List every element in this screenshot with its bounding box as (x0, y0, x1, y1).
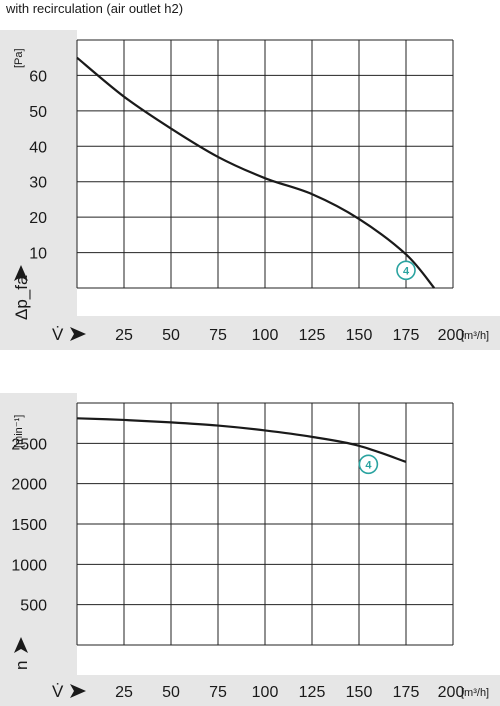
y-tick-label: 1000 (11, 557, 47, 574)
pressure-chart: 10 20 30 40 50 60 25 50 75 100 125 150 175 200[m³/h] V… (0, 30, 500, 350)
x-tick-label: 150 (346, 684, 373, 701)
y-unit-label: [min⁻¹] (13, 415, 25, 448)
y-tick-label: 500 (20, 598, 47, 615)
series-marker-label: 4 (403, 265, 410, 277)
y-axis-arrow-icon (14, 265, 28, 281)
y-tick-label: 2000 (11, 477, 47, 494)
y-tick-label: 1500 (11, 517, 47, 534)
x-tick-label: 175 (393, 684, 420, 701)
x-tick-label: 125 (299, 684, 326, 701)
y-tick-label: 40 (29, 139, 47, 156)
x-unit-label: [m³/h] (461, 330, 489, 342)
x-tick-label: 175 (393, 327, 420, 344)
y-tick-label: 50 (29, 104, 47, 121)
y-tick-label: 30 (29, 175, 47, 192)
series-marker-circle (358, 454, 379, 475)
x-tick-label: 50 (162, 684, 180, 701)
series-marker-circle (396, 260, 416, 281)
y-tick-label: 2500 (11, 436, 47, 453)
x-tick-label: 75 (209, 684, 227, 701)
x-tick-label: 100 (252, 327, 279, 344)
x-axis-label: V̇ (52, 325, 64, 344)
y-axis-label: Δp_fa (12, 275, 31, 320)
y-axis-band (0, 393, 77, 706)
y-axis-label: n (12, 661, 31, 670)
y-unit-label: [Pa] (13, 48, 25, 68)
x-tick-label: 75 (209, 327, 227, 344)
series-line-4 (76, 417, 407, 463)
y-axis-band (0, 30, 77, 350)
series-marker-label: 4 (365, 459, 372, 471)
x-tick-label: 200 (438, 327, 465, 344)
x-axis-arrow-icon (70, 327, 86, 341)
x-tick-label: 25 (115, 684, 133, 701)
y-tick-label: 20 (29, 210, 47, 227)
x-axis-arrow-icon (70, 684, 86, 698)
y-axis-arrow-icon (14, 637, 28, 653)
x-tick-label: 125 (299, 327, 326, 344)
x-axis-label: V̇ (52, 682, 64, 701)
series-line-4 (76, 56, 436, 289)
x-tick-label: 100 (252, 684, 279, 701)
x-tick-label: 200 (438, 684, 465, 701)
chart-title: with recirculation (air outlet h2) (6, 1, 184, 16)
x-tick-label: 50 (162, 327, 180, 344)
x-unit-label: [m³/h] (461, 687, 489, 699)
y-tick-label: 60 (29, 68, 47, 85)
y-tick-label: 10 (29, 246, 47, 263)
x-tick-label: 25 (115, 327, 133, 344)
x-tick-label: 150 (346, 327, 373, 344)
